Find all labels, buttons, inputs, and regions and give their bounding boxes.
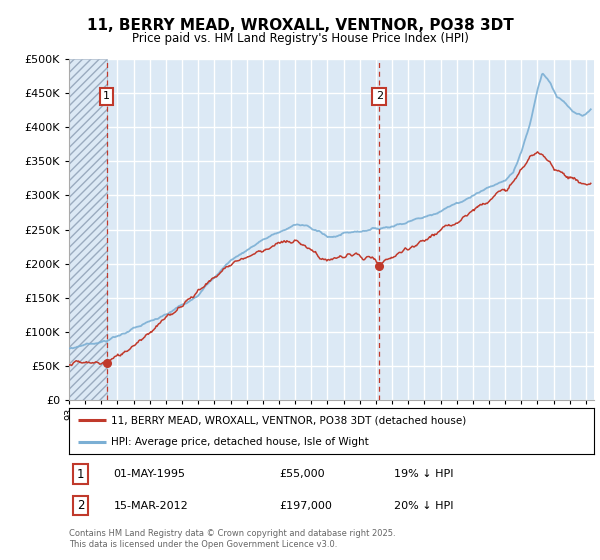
Text: Contains HM Land Registry data © Crown copyright and database right 2025.
This d: Contains HM Land Registry data © Crown c… bbox=[69, 529, 395, 549]
Text: 2: 2 bbox=[376, 91, 383, 101]
Text: 01-MAY-1995: 01-MAY-1995 bbox=[113, 469, 185, 479]
Text: £197,000: £197,000 bbox=[279, 501, 332, 511]
Text: 1: 1 bbox=[103, 91, 110, 101]
Text: 19% ↓ HPI: 19% ↓ HPI bbox=[395, 469, 454, 479]
Text: 15-MAR-2012: 15-MAR-2012 bbox=[113, 501, 188, 511]
Text: 2: 2 bbox=[77, 499, 84, 512]
Text: HPI: Average price, detached house, Isle of Wight: HPI: Average price, detached house, Isle… bbox=[111, 437, 369, 447]
Text: £55,000: £55,000 bbox=[279, 469, 325, 479]
Text: Price paid vs. HM Land Registry's House Price Index (HPI): Price paid vs. HM Land Registry's House … bbox=[131, 32, 469, 45]
Bar bbox=[69, 59, 107, 400]
Text: 11, BERRY MEAD, WROXALL, VENTNOR, PO38 3DT (detached house): 11, BERRY MEAD, WROXALL, VENTNOR, PO38 3… bbox=[111, 415, 466, 425]
Text: 11, BERRY MEAD, WROXALL, VENTNOR, PO38 3DT: 11, BERRY MEAD, WROXALL, VENTNOR, PO38 3… bbox=[86, 18, 514, 33]
Text: 20% ↓ HPI: 20% ↓ HPI bbox=[395, 501, 454, 511]
Text: 1: 1 bbox=[77, 468, 84, 480]
